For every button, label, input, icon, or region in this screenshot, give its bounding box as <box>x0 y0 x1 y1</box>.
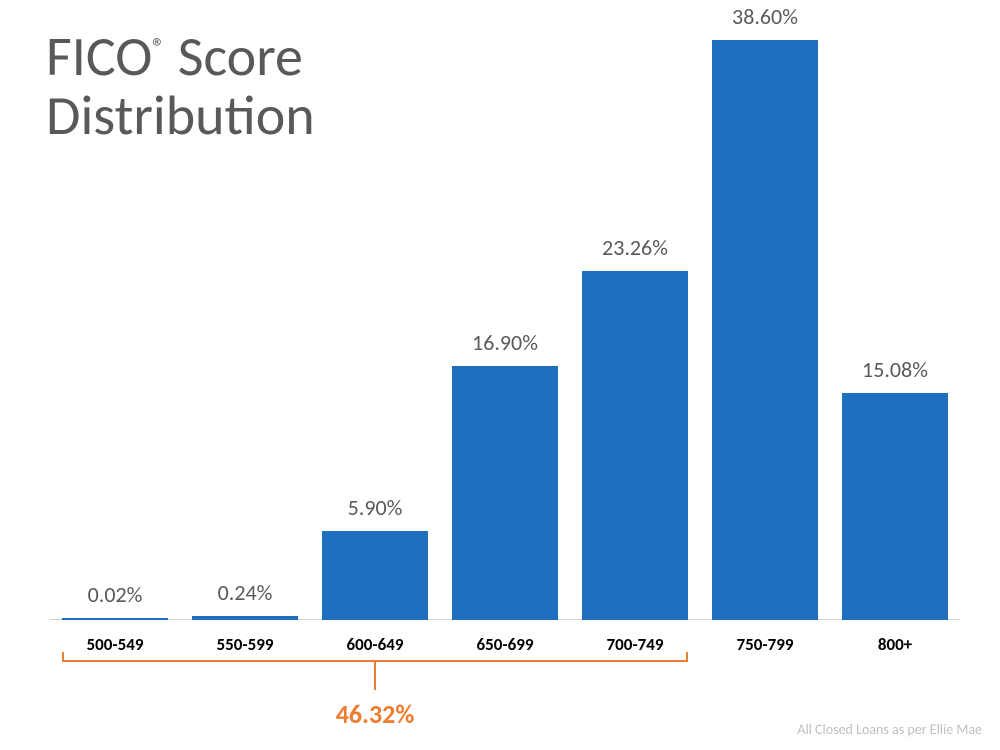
bar-slot: 5.90%600-649 <box>310 40 440 620</box>
bar <box>842 393 948 620</box>
bar-category-label: 700-749 <box>607 634 664 655</box>
bar-value-label: 38.60% <box>732 3 798 30</box>
bar-slot: 0.24%550-599 <box>180 40 310 620</box>
bar-slot: 0.02%500-549 <box>50 40 180 620</box>
bar-category-label: 600-649 <box>347 634 404 655</box>
bar-category-label: 500-549 <box>87 634 144 655</box>
bar-chart: 0.02%500-5490.24%550-5995.90%600-64916.9… <box>50 40 960 620</box>
bar <box>712 40 818 620</box>
bracket-stem <box>374 660 376 690</box>
bar <box>192 616 298 620</box>
bar-value-label: 0.24% <box>218 579 273 606</box>
bar-category-label: 750-799 <box>737 634 794 655</box>
bar-value-label: 16.90% <box>472 329 538 356</box>
bar-value-label: 15.08% <box>862 356 928 383</box>
bar <box>582 271 688 621</box>
bar <box>322 531 428 620</box>
bar-value-label: 0.02% <box>88 581 143 608</box>
bar-slot: 15.08%800+ <box>830 40 960 620</box>
bar-category-label: 650-699 <box>477 634 534 655</box>
bracket-label: 46.32% <box>336 698 415 730</box>
bracket-right-tick <box>686 652 688 660</box>
bar-category-label: 550-599 <box>217 634 274 655</box>
bar <box>62 618 168 620</box>
bar-slot: 38.60%750-799 <box>700 40 830 620</box>
bar-slot: 23.26%700-749 <box>570 40 700 620</box>
bar-category-label: 800+ <box>878 634 912 655</box>
bar-value-label: 23.26% <box>602 234 668 261</box>
bar-slot: 16.90%650-699 <box>440 40 570 620</box>
bar-value-label: 5.90% <box>348 494 403 521</box>
bar <box>452 366 558 620</box>
grouping-bracket: 46.32% <box>62 660 688 692</box>
bracket-left-tick <box>62 652 64 660</box>
footnote: All Closed Loans as per Ellie Mae <box>797 721 982 738</box>
